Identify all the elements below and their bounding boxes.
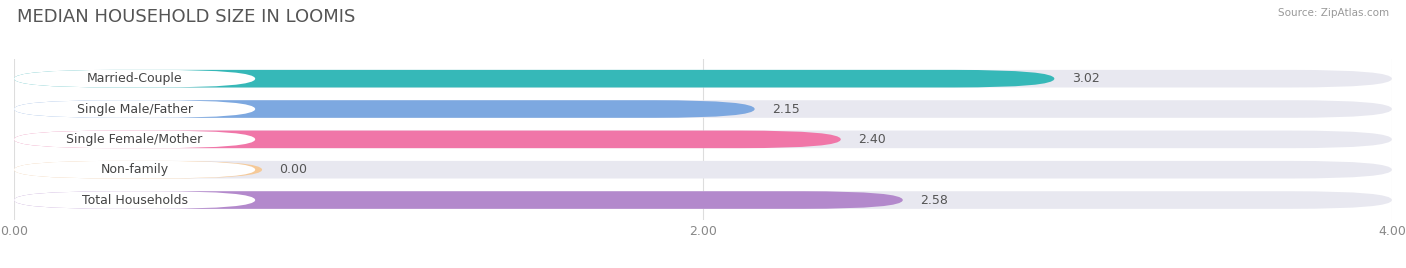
FancyBboxPatch shape (14, 191, 903, 209)
Text: Non-family: Non-family (101, 163, 169, 176)
Text: Source: ZipAtlas.com: Source: ZipAtlas.com (1278, 8, 1389, 18)
Text: 2.40: 2.40 (858, 133, 886, 146)
FancyBboxPatch shape (14, 131, 256, 148)
FancyBboxPatch shape (14, 191, 256, 209)
FancyBboxPatch shape (14, 100, 755, 118)
Text: Single Female/Mother: Single Female/Mother (66, 133, 202, 146)
FancyBboxPatch shape (14, 70, 256, 87)
FancyBboxPatch shape (14, 191, 1392, 209)
FancyBboxPatch shape (14, 100, 256, 118)
FancyBboxPatch shape (14, 131, 1392, 148)
Text: Total Households: Total Households (82, 193, 187, 207)
FancyBboxPatch shape (14, 100, 1392, 118)
FancyBboxPatch shape (14, 131, 841, 148)
Text: 2.58: 2.58 (920, 193, 948, 207)
Text: 0.00: 0.00 (280, 163, 308, 176)
FancyBboxPatch shape (14, 70, 1392, 87)
FancyBboxPatch shape (14, 161, 262, 178)
FancyBboxPatch shape (14, 161, 256, 178)
Text: 3.02: 3.02 (1071, 72, 1099, 85)
Text: Single Male/Father: Single Male/Father (76, 103, 193, 116)
FancyBboxPatch shape (14, 161, 1392, 178)
Text: MEDIAN HOUSEHOLD SIZE IN LOOMIS: MEDIAN HOUSEHOLD SIZE IN LOOMIS (17, 8, 356, 26)
Text: Married-Couple: Married-Couple (87, 72, 183, 85)
FancyBboxPatch shape (14, 70, 1054, 87)
Text: 2.15: 2.15 (772, 103, 800, 116)
